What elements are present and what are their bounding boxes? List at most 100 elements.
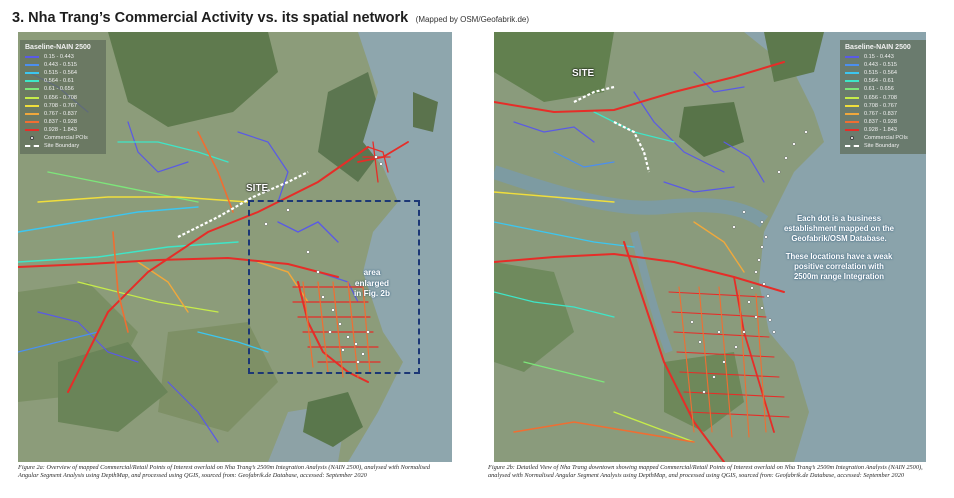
legend-swatch — [25, 64, 39, 67]
legend-range-label: 0.515 - 0.564 — [864, 70, 897, 77]
legend-range-label: 0.61 - 0.656 — [864, 86, 894, 93]
legend-swatch — [845, 64, 859, 67]
map-overview-legend: Baseline-NAIN 2500 0.15 - 0.443 0.443 - 0… — [20, 40, 106, 155]
legend-swatch — [25, 120, 39, 123]
legend-swatch — [845, 88, 859, 91]
callout-spacer — [764, 244, 914, 252]
legend-range-entry: 0.656 - 0.708 — [845, 93, 921, 101]
poi-dot-icon — [30, 135, 34, 140]
legend-range-entry: 0.928 - 1.843 — [845, 126, 921, 134]
poi-explanation-callout: Each dot is a business establishment map… — [764, 214, 914, 282]
legend-range-label: 0.708 - 0.767 — [44, 102, 77, 109]
figure-2b-caption: Figure 2b: Detailed View of Nha Trang do… — [488, 464, 923, 479]
legend-title: Baseline-NAIN 2500 — [845, 44, 911, 51]
legend-swatch — [25, 56, 39, 59]
legend-range-entry: 0.767 - 0.837 — [845, 110, 921, 118]
legend-range-list: 0.15 - 0.443 0.443 - 0.515 0.515 - 0.564 0.… — [25, 53, 101, 134]
enlarged-callout-line: in Fig. 2b — [354, 289, 390, 298]
legend-range-entry: 0.928 - 1.843 — [25, 126, 101, 134]
legend-range-label: 0.443 - 0.515 — [864, 62, 897, 69]
legend-range-entry: 0.443 - 0.515 — [845, 61, 921, 69]
boundary-dash-icon — [845, 145, 859, 148]
legend-range-label: 0.767 - 0.837 — [44, 110, 77, 117]
page-title: 3. Nha Trang’s Commercial Activity vs. i… — [12, 10, 409, 26]
enlarged-area-callout: area enlarged in Fig. 2b — [340, 268, 404, 300]
legend-range-label: 0.708 - 0.767 — [864, 102, 897, 109]
legend-range-label: 0.15 - 0.443 — [44, 54, 74, 61]
legend-range-label: 0.564 - 0.61 — [864, 78, 894, 85]
legend-range-entry: 0.837 - 0.928 — [25, 118, 101, 126]
legend-swatch — [25, 80, 39, 83]
map-detail-panel[interactable]: Baseline-NAIN 2500 0.15 - 0.443 0.443 - 0… — [494, 32, 926, 462]
figure-2a-caption: Figure 2a: Overview of mapped Commercial… — [18, 464, 431, 479]
legend-range-label: 0.928 - 1.843 — [864, 126, 897, 133]
legend-swatch — [25, 104, 39, 107]
poi-note-line: 2500m range Integration — [793, 272, 885, 281]
map-detail-basemap — [494, 32, 926, 462]
legend-swatch — [845, 80, 859, 83]
legend-range-entry: 0.15 - 0.443 — [845, 53, 921, 61]
legend-swatch — [845, 72, 859, 75]
legend-boundary-entry: Site Boundary — [25, 142, 101, 150]
legend-range-entry: 0.564 - 0.61 — [845, 77, 921, 85]
legend-swatch — [845, 104, 859, 107]
poi-dot-icon — [850, 135, 854, 140]
legend-range-label: 0.61 - 0.656 — [44, 86, 74, 93]
legend-swatch — [25, 96, 39, 99]
legend-range-entry: 0.15 - 0.443 — [25, 53, 101, 61]
legend-range-label: 0.515 - 0.564 — [44, 70, 77, 77]
map-detail-legend: Baseline-NAIN 2500 0.15 - 0.443 0.443 - 0… — [840, 40, 926, 155]
legend-range-label: 0.656 - 0.708 — [864, 94, 897, 101]
legend-range-entry: 0.564 - 0.61 — [25, 77, 101, 85]
legend-boundary-entry: Site Boundary — [845, 142, 921, 150]
poi-note-line: establishment mapped on the — [783, 224, 895, 233]
boundary-dash-icon — [25, 145, 39, 148]
legend-range-label: 0.443 - 0.515 — [44, 62, 77, 69]
legend-range-label: 0.837 - 0.928 — [44, 118, 77, 125]
legend-range-entry: 0.443 - 0.515 — [25, 61, 101, 69]
map-overview-panel[interactable]: Baseline-NAIN 2500 0.15 - 0.443 0.443 - 0… — [18, 32, 452, 462]
legend-range-label: 0.928 - 1.843 — [44, 126, 77, 133]
legend-swatch — [845, 96, 859, 99]
legend-range-list: 0.15 - 0.443 0.443 - 0.515 0.515 - 0.564 0.… — [845, 53, 921, 134]
enlarged-callout-line: area — [363, 268, 381, 277]
page-subtitle: (Mapped by OSM/Geofabrik.de) — [415, 15, 530, 24]
legend-range-label: 0.564 - 0.61 — [44, 78, 74, 85]
legend-range-entry: 0.708 - 0.767 — [25, 102, 101, 110]
legend-range-label: 0.767 - 0.837 — [864, 110, 897, 117]
legend-poi-entry: Commercial POIs — [845, 134, 921, 142]
legend-boundary-label: Site Boundary — [864, 143, 900, 150]
legend-range-entry: 0.61 - 0.656 — [845, 85, 921, 93]
legend-range-label: 0.837 - 0.928 — [864, 118, 897, 125]
legend-swatch — [845, 128, 859, 131]
legend-range-entry: 0.708 - 0.767 — [845, 102, 921, 110]
site-label: SITE — [572, 68, 595, 79]
legend-swatch — [25, 128, 39, 131]
legend-range-entry: 0.515 - 0.564 — [25, 69, 101, 77]
poi-note-line: Each dot is a business — [796, 214, 882, 223]
legend-range-entry: 0.656 - 0.708 — [25, 93, 101, 101]
page-heading: 3. Nha Trang’s Commercial Activity vs. i… — [12, 9, 529, 27]
map-overview-basemap — [18, 32, 452, 462]
legend-swatch — [25, 112, 39, 115]
legend-range-label: 0.656 - 0.708 — [44, 94, 77, 101]
poi-note-line: Geofabrik/OSM Database. — [791, 234, 887, 243]
enlarged-area-box — [248, 200, 420, 374]
legend-title: Baseline-NAIN 2500 — [25, 44, 91, 51]
legend-swatch — [25, 72, 39, 75]
poi-note-line: positive correlation with — [794, 262, 884, 271]
poi-note-line: These locations have a weak — [785, 252, 893, 261]
enlarged-callout-line: enlarged — [354, 278, 390, 288]
legend-poi-entry: Commercial POIs — [25, 134, 101, 142]
site-label: SITE — [246, 183, 269, 194]
legend-poi-label: Commercial POIs — [44, 134, 88, 141]
legend-swatch — [845, 112, 859, 115]
legend-range-label: 0.15 - 0.443 — [864, 54, 894, 61]
legend-swatch — [25, 88, 39, 91]
legend-swatch — [845, 56, 859, 59]
legend-swatch — [845, 120, 859, 123]
legend-range-entry: 0.61 - 0.656 — [25, 85, 101, 93]
legend-range-entry: 0.837 - 0.928 — [845, 118, 921, 126]
legend-poi-label: Commercial POIs — [864, 134, 908, 141]
legend-range-entry: 0.767 - 0.837 — [25, 110, 101, 118]
